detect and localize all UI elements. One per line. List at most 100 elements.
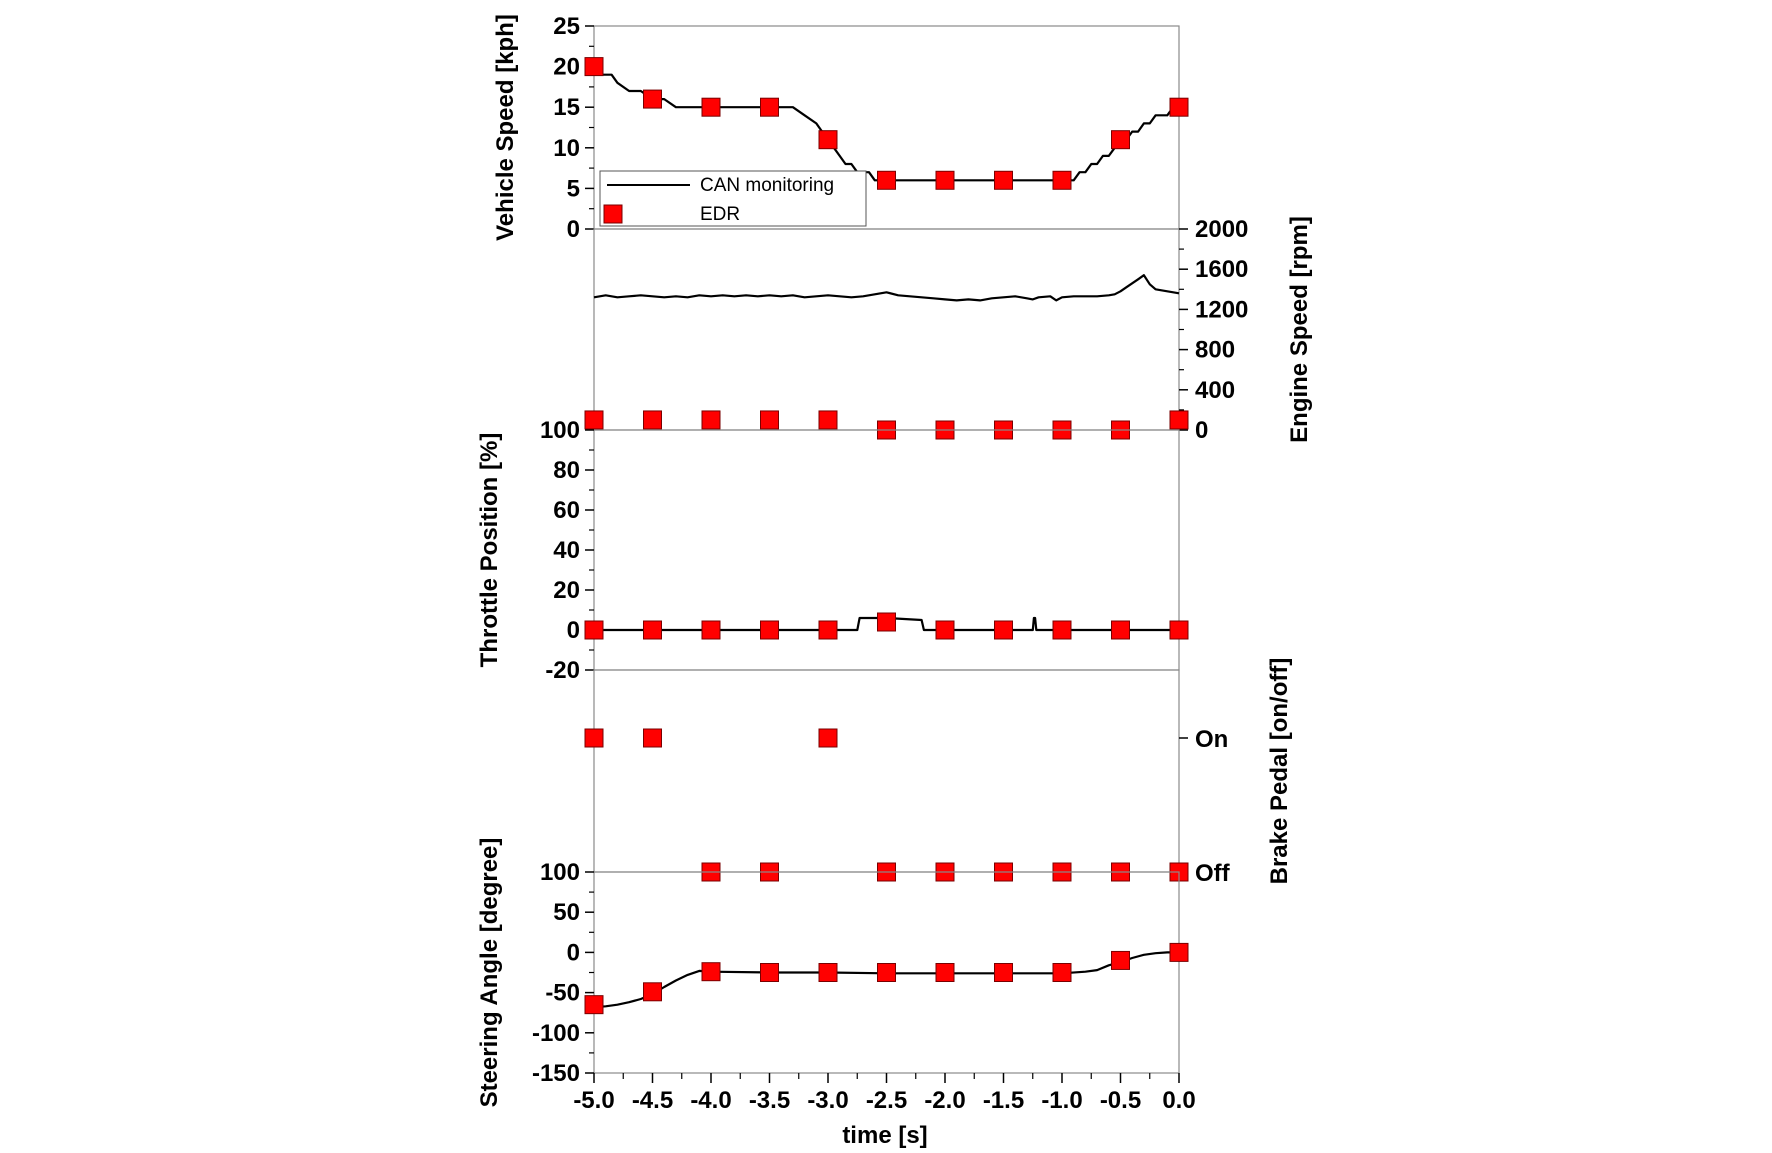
y-axis-title: Vehicle Speed [kph]	[492, 14, 519, 241]
can-monitoring-line	[593, 951, 1179, 1009]
edr-marker	[818, 620, 838, 640]
can-monitoring-line	[594, 73, 1179, 182]
edr-marker	[643, 410, 662, 430]
y-tick-label: 1200	[1195, 296, 1248, 323]
y-tick-label: -20	[545, 657, 580, 684]
panel-4: On Off Brake Pedal [on/off]	[584, 658, 1293, 887]
y-tick-label: -50	[545, 980, 580, 1007]
edr-marker	[643, 728, 662, 748]
edr-marker	[935, 620, 955, 640]
y-tick-label: 800	[1195, 337, 1235, 364]
legend: CAN monitoring EDR	[599, 170, 867, 227]
x-tick-label: -3.5	[749, 1087, 790, 1114]
y-tick-label: 2000	[1195, 216, 1248, 243]
edr-marker	[1111, 620, 1130, 640]
edr-marker	[701, 962, 721, 982]
panel-frame	[593, 669, 1180, 873]
edr-marker	[935, 963, 955, 982]
edr-marker	[994, 620, 1013, 640]
y-tick-label: 50	[553, 899, 580, 926]
y-axis-title: Steering Angle [degree]	[476, 838, 503, 1108]
x-tick-label: -3.0	[807, 1087, 848, 1114]
y-tick-label: 15	[553, 94, 580, 121]
x-tick-label: -2.0	[924, 1087, 965, 1114]
y-tick-label: -150	[532, 1060, 580, 1087]
y-tick-label: On	[1195, 726, 1228, 753]
x-tick-label: -2.5	[866, 1087, 907, 1114]
x-tick-label: -5.0	[573, 1087, 614, 1114]
y-tick-label: 100	[540, 417, 580, 444]
y-tick-label: 25	[553, 13, 580, 40]
legend-box	[599, 170, 867, 227]
x-tick-label: -4.5	[632, 1087, 673, 1114]
legend-marker-label: EDR	[700, 204, 740, 225]
y-tick-label: 0	[1195, 417, 1208, 444]
can-monitoring-line	[593, 274, 1180, 302]
edr-marker	[701, 620, 721, 640]
edr-marker	[877, 612, 896, 632]
x-tick-label: -1.0	[1041, 1087, 1082, 1114]
panel-frame	[593, 429, 1180, 671]
y-tick-label: 100	[540, 859, 580, 886]
edr-marker	[701, 410, 721, 430]
x-axis-title: time [s]	[842, 1122, 927, 1149]
edr-marker	[584, 57, 604, 77]
y-tick-label: -100	[532, 1020, 580, 1047]
edr-marker	[1169, 410, 1189, 430]
edr-marker	[818, 963, 838, 982]
edr-marker	[1052, 170, 1072, 190]
edr-marker	[584, 410, 604, 430]
y-tick-label: 5	[567, 175, 580, 202]
y-tick-label: 20	[553, 54, 580, 81]
y-axis-title: Engine Speed [rpm]	[1286, 216, 1313, 443]
edr-marker	[643, 982, 662, 1002]
edr-marker	[1111, 950, 1130, 970]
panel-3: 100 80 60 40 20 0 -20 Throttle Position [%]	[476, 417, 1189, 684]
legend-line-label: CAN monitoring	[700, 175, 834, 196]
can-monitoring-line	[594, 616, 1179, 632]
edr-marker	[818, 130, 838, 150]
y-tick-label: Off	[1195, 860, 1231, 887]
y-tick-label: 1600	[1195, 256, 1248, 283]
x-tick-label: -1.5	[983, 1087, 1024, 1114]
edr-marker	[1169, 942, 1189, 962]
y-tick-label: 20	[553, 577, 580, 604]
edr-marker	[760, 620, 779, 640]
panel-5: 100 50 0 -50 -100 -150 Steering Angle [degree]	[476, 838, 1189, 1108]
edr-marker	[643, 89, 662, 109]
edr-marker	[818, 410, 838, 430]
edr-marker	[1169, 97, 1189, 117]
edr-marker	[584, 995, 604, 1015]
edr-marker	[1052, 620, 1072, 640]
edr-marker	[1052, 963, 1072, 982]
edr-marker	[584, 728, 604, 748]
edr-marker	[701, 97, 721, 117]
edr-marker	[994, 963, 1013, 982]
edr-marker	[877, 170, 896, 190]
x-tick-label: 0.0	[1162, 1087, 1195, 1114]
y-tick-label: 10	[553, 135, 580, 162]
edr-marker	[935, 170, 955, 190]
y-tick-label: 60	[553, 497, 580, 524]
edr-marker	[643, 620, 662, 640]
y-axis-title: Brake Pedal [on/off]	[1266, 658, 1293, 885]
edr-marker	[818, 728, 838, 748]
x-axis: -5.0 -4.5 -4.0 -3.5 -3.0 -2.5 -2.0 -1.5 -1.0 -0.5…	[573, 1073, 1196, 1114]
edr-marker	[760, 410, 779, 430]
panel-frame	[593, 228, 1180, 431]
x-tick-label: -0.5	[1100, 1087, 1141, 1114]
panel-2: 2000 1600 1200 800 400 0 Engine Speed [rpm]	[584, 216, 1313, 444]
y-tick-label: 0	[567, 939, 580, 966]
edr-marker	[760, 97, 779, 117]
y-tick-label: 0	[567, 617, 580, 644]
y-tick-label: 80	[553, 457, 580, 484]
legend-marker-swatch	[603, 204, 623, 224]
y-tick-label: 40	[553, 537, 580, 564]
edr-marker	[877, 963, 896, 982]
edr-marker	[994, 170, 1013, 190]
edr-marker	[1111, 130, 1130, 150]
edr-marker	[1169, 620, 1189, 640]
edr-marker	[760, 963, 779, 982]
